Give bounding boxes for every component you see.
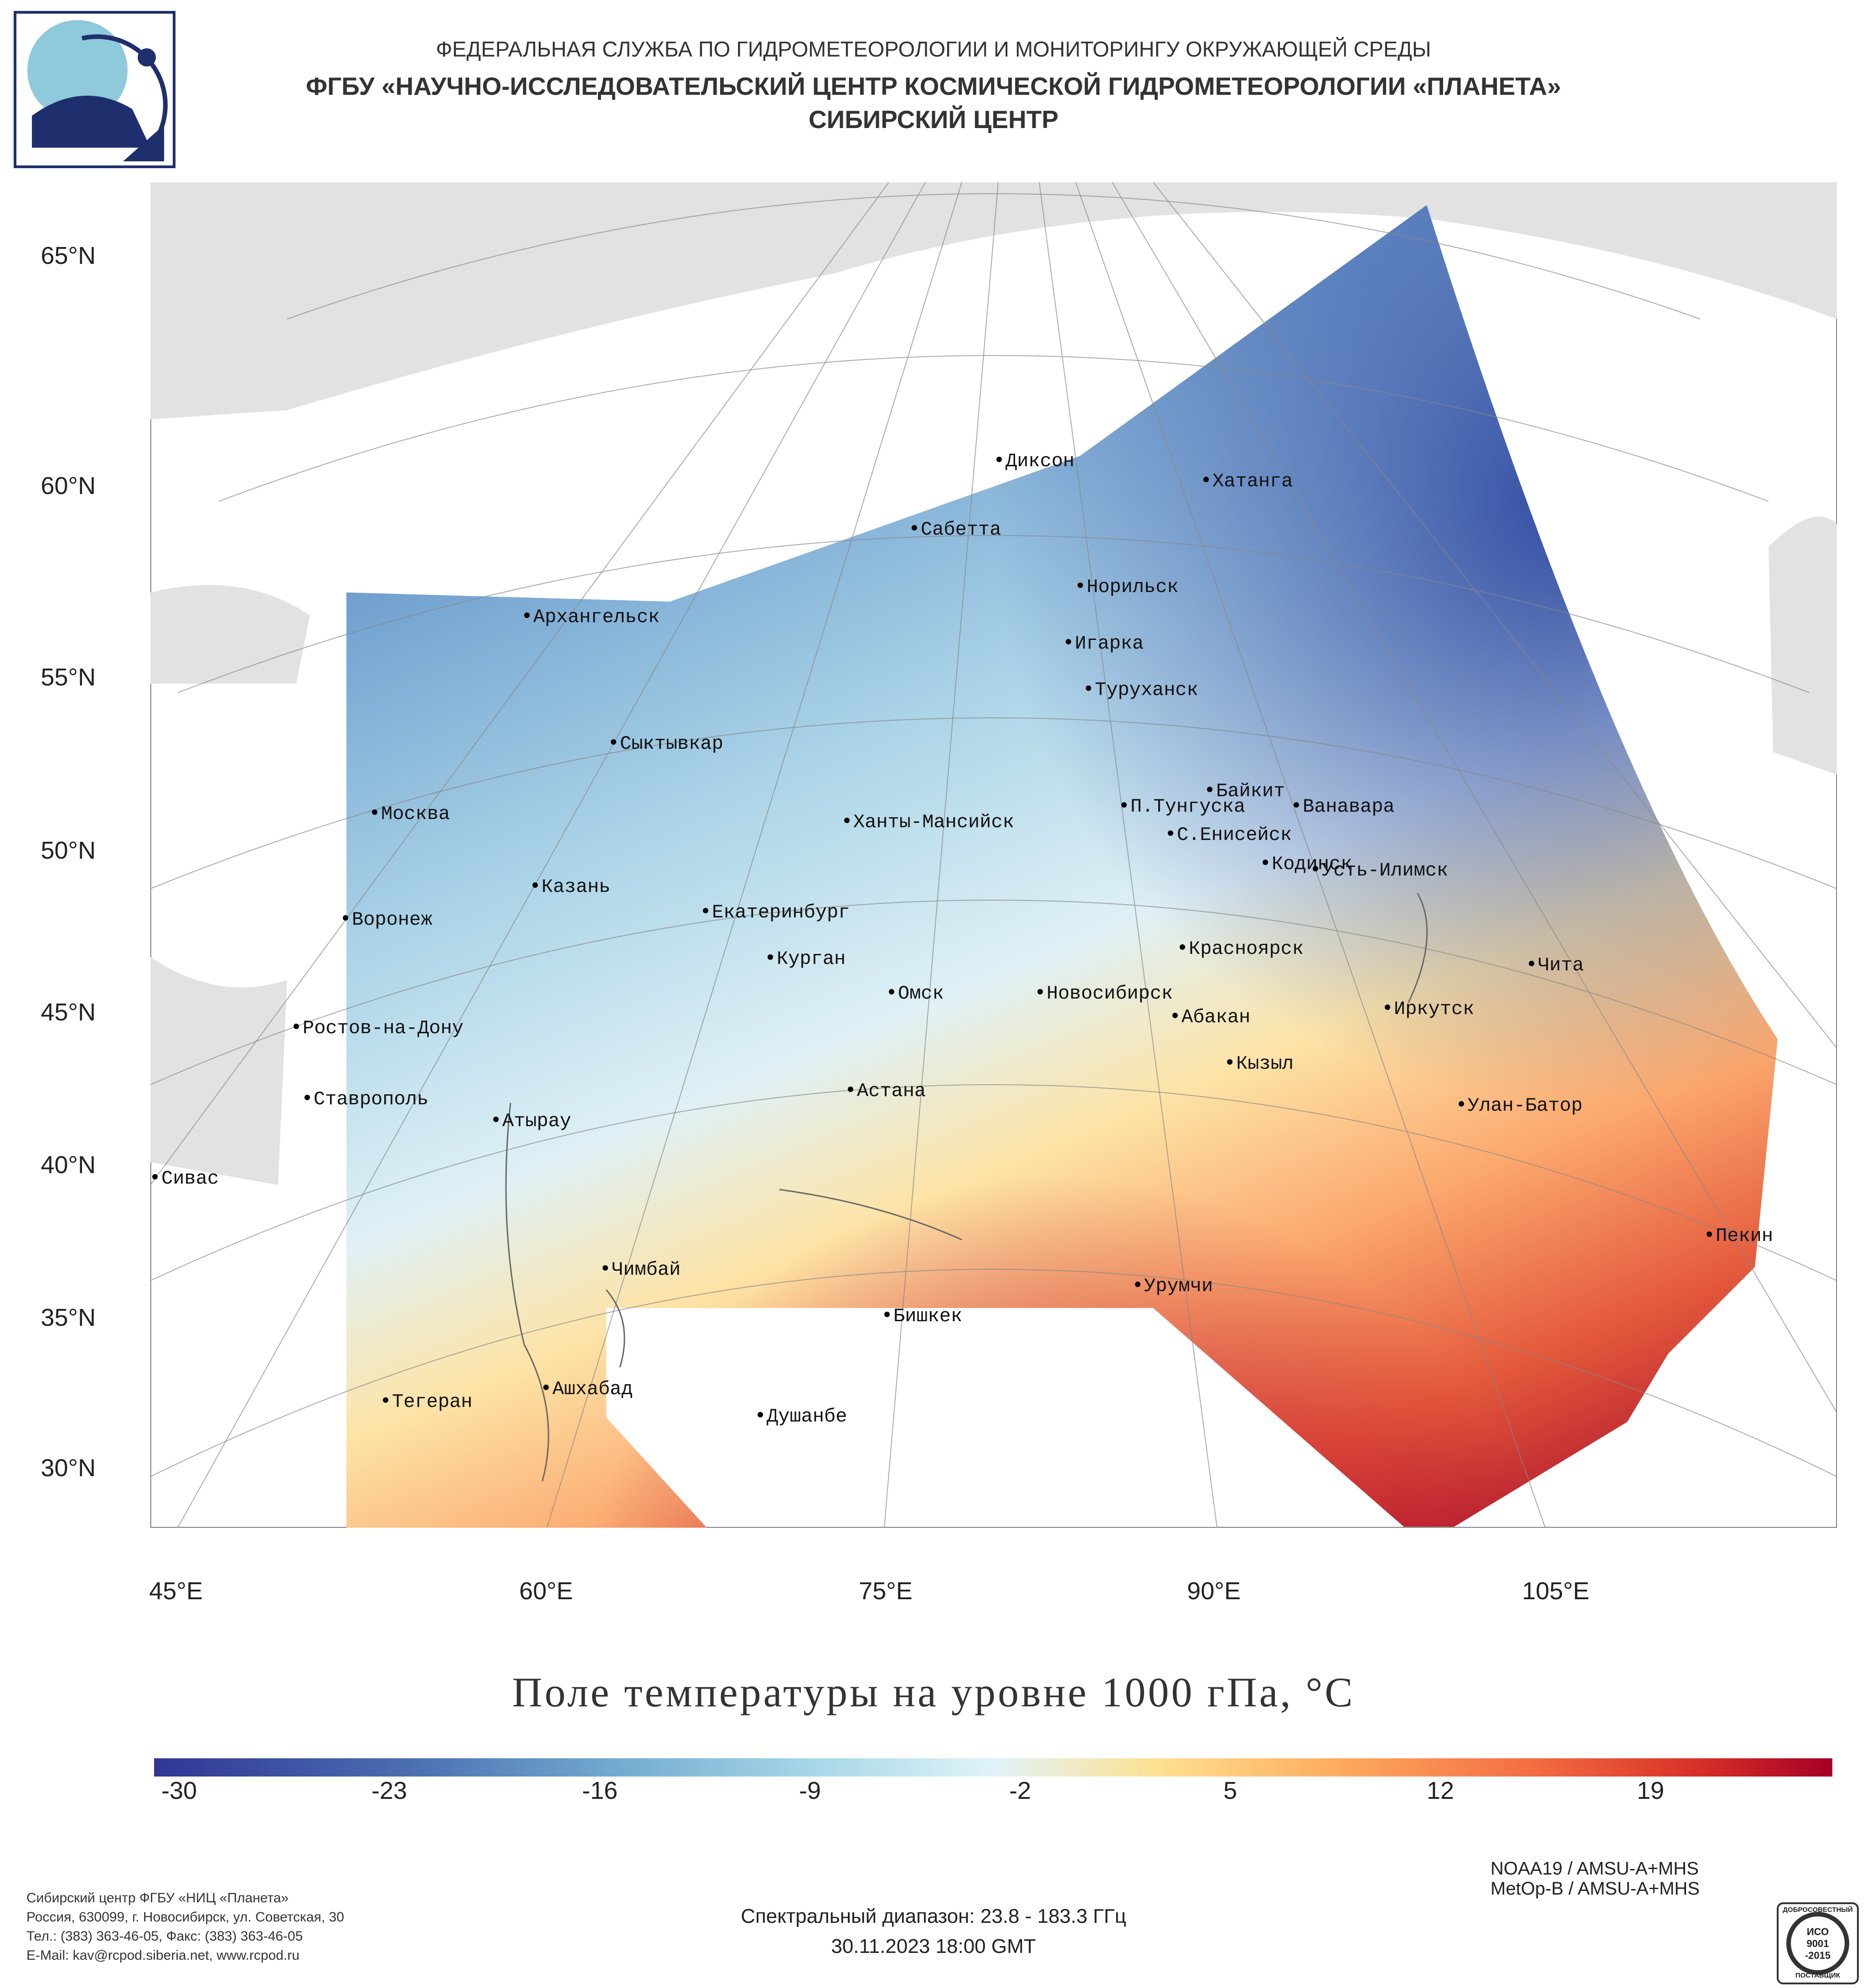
city-label: Улан-Батор [1459,1095,1583,1117]
city-label: Новосибирск [1037,983,1173,1004]
badge-text: ДОБРОСОВЕСТНЫЙ [1783,1906,1853,1914]
lat-label-40: 40°N [41,1151,96,1179]
city-label: Ашхабад [543,1378,633,1400]
city-label: Чимбай [603,1259,681,1281]
satellite-instrument: NOAA19 / AMSU-A+MHS [1491,1859,1699,1879]
city-label: Усть-Илимск [1313,860,1448,881]
city-label: Ростов-на-Дону [294,1017,464,1039]
city-label: Кодинск [1263,853,1352,875]
city-label: Тегеран [383,1391,472,1413]
city-label: Абакан [1172,1006,1250,1028]
colorbar-tick: 5 [1223,1777,1238,1804]
lat-label-55: 55°N [41,664,96,691]
colorbar-tick: -16 [582,1777,618,1804]
observation-datetime: 30.11.2023 18:00 GMT [831,1935,1036,1957]
colorbar-tick: 12 [1426,1777,1454,1804]
city-label: Норильск [1078,576,1179,598]
footer-org-line: Тел.: (383) 363-46-05, Факс: (383) 363-4… [26,1929,303,1944]
city-label: Иркутск [1385,998,1474,1020]
city-label: Казань [532,876,610,898]
city-label: Сабетта [912,519,1001,541]
iso-certificate-icon: ДОБРОСОВЕСТНЫЙ ИСО 9001 -2015 ПОСТАВЩИК [1777,1902,1859,1984]
lon-label-60: 60°E [519,1577,573,1605]
city-label: Чита [1529,954,1584,976]
city-label: Диксон [996,450,1074,472]
lat-label-60: 60°N [41,472,96,500]
city-label: Урумчи [1135,1275,1213,1297]
colorbar-tick: -30 [161,1777,197,1804]
badge-text: -2015 [1805,1950,1831,1961]
city-label: Воронеж [343,909,432,931]
city-label: Москва [372,803,450,825]
city-label: Астана [848,1080,926,1102]
city-label: Омск [889,983,944,1004]
colorbar-tick: -23 [371,1777,407,1804]
city-label: Бишкек [884,1305,962,1327]
city-label: Ставрополь [304,1088,428,1110]
city-label: Екатеринбург [703,901,850,923]
center-title: СИБИРСКИЙ ЦЕНТР [808,105,1059,134]
lat-label-35: 35°N [41,1304,96,1331]
city-label: Ванавара [1294,796,1395,818]
lon-label-45: 45°E [149,1577,203,1605]
satellite-instrument: MetOp-B / AMSU-A+MHS [1491,1879,1700,1899]
colorbar-tick: 19 [1636,1777,1665,1804]
lon-label-105: 105°E [1522,1577,1589,1605]
city-label: Кызыл [1227,1053,1294,1075]
colorbar-tick: -9 [799,1777,821,1804]
city-label: Сивас [152,1168,219,1190]
badge-text: ПОСТАВЩИК [1795,1972,1840,1979]
footer-org-line: Россия, 630099, г. Новосибирск, ул. Сове… [26,1910,344,1925]
footer-org-line: E-Mail: kav@rcpod.siberia.net, www.rcpod… [26,1948,300,1963]
lat-label-45: 45°N [41,999,96,1026]
spectral-range: Спектральный диапазон: 23.8 - 183.3 ГГц [741,1905,1126,1927]
city-label: Душанбе [758,1406,847,1427]
city-label: Архангельск [524,606,660,628]
planeta-logo-icon [14,11,175,168]
city-label: Пекин [1707,1225,1773,1247]
city-label: Курган [768,948,846,970]
institute-title: ФГБУ «НАУЧНО-ИССЛЕДОВАТЕЛЬСКИЙ ЦЕНТР КОС… [306,72,1561,100]
colorbar-tick: -2 [1009,1777,1031,1804]
agency-title: ФЕДЕРАЛЬНАЯ СЛУЖБА ПО ГИДРОМЕТЕОРОЛОГИИ … [436,37,1431,61]
lon-label-90: 90°E [1187,1577,1241,1605]
badge-text: ИСО [1806,1926,1829,1937]
lat-label-30: 30°N [41,1454,96,1482]
city-label: Атырау [493,1110,571,1132]
lat-label-50: 50°N [41,837,96,864]
lon-label-75: 75°E [859,1577,913,1605]
temperature-map [150,182,1837,1528]
city-label: Байкит [1207,780,1285,802]
city-label: Ханты-Мансийск [844,811,1014,833]
badge-text: 9001 [1806,1938,1829,1949]
colorbar [154,1758,1832,1777]
city-label: Игарка [1066,633,1144,654]
city-label: Красноярск [1180,938,1304,960]
footer-org-line: Сибирский центр ФГБУ «НИЦ «Планета» [26,1890,289,1906]
city-label: Туруханск [1086,679,1198,701]
city-label: Сыктывкар [611,733,723,755]
city-label: П.Тунгуска [1121,796,1245,818]
product-title: Поле температуры на уровне 1000 гПа, °C [512,1669,1355,1715]
lat-label-65: 65°N [41,242,96,269]
city-label: Хатанга [1203,470,1293,492]
city-label: С.Енисейск [1168,824,1292,846]
